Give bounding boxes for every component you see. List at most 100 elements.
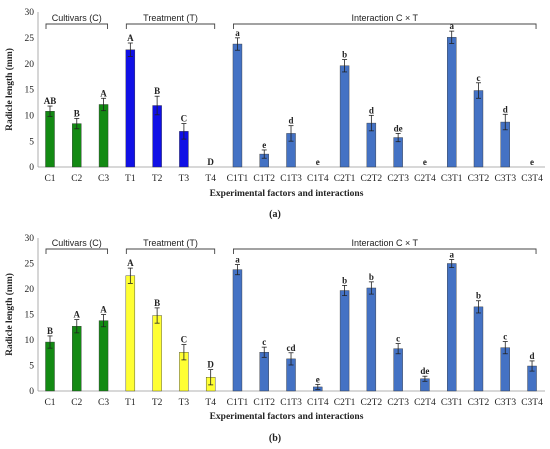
y-tick-label: 30 (25, 8, 35, 18)
x-tick-label: C2T3 (387, 174, 409, 184)
bar-c2t3 (393, 348, 403, 392)
x-tick-label: C1T2 (253, 398, 275, 408)
significance-letter: B (154, 298, 160, 308)
x-axis-title: Experimental factors and interactions (210, 189, 364, 199)
bar-c3 (98, 104, 109, 168)
group-bracket (45, 23, 109, 29)
bar-c2t1 (339, 65, 350, 168)
significance-letter: C (181, 114, 188, 124)
y-tick-label: 0 (29, 163, 34, 173)
x-tick-label: C1T1 (227, 174, 249, 184)
y-tick-label: 30 (25, 234, 35, 244)
x-tick-label: T3 (179, 398, 190, 408)
bar-c3t2 (473, 90, 484, 168)
significance-letter: b (342, 275, 347, 285)
x-tick-label: C2T4 (414, 174, 436, 184)
x-tick-label: C1T4 (307, 174, 329, 184)
significance-letter: d (503, 104, 508, 114)
bar-c2 (72, 123, 82, 168)
x-tick-label: T2 (152, 174, 163, 184)
bar-c2t1 (339, 290, 350, 392)
significance-letter: c (262, 337, 266, 347)
group-label: Cultivars (C) (52, 238, 102, 248)
significance-letter: C (181, 335, 188, 345)
significance-letter: c (396, 334, 400, 344)
bar-c2 (72, 326, 82, 392)
group-label: Treatment (T) (143, 238, 198, 248)
group-label: Cultivars (C) (52, 13, 102, 23)
significance-letter: A (100, 305, 107, 315)
significance-letter: A (127, 258, 134, 268)
panel-label: (a) (269, 209, 281, 220)
group-label: Interaction C × T (351, 13, 418, 23)
x-tick-label: T4 (205, 398, 216, 408)
x-tick-label: C3T4 (521, 174, 543, 184)
significance-letter: a (449, 249, 454, 259)
y-tick-label: 5 (29, 362, 34, 372)
y-tick-label: 20 (25, 60, 35, 70)
significance-letter: de (394, 123, 403, 133)
x-tick-label: T1 (125, 174, 136, 184)
y-tick-label: 15 (25, 86, 35, 96)
chart-panel-b: 0 5 10 15 20 25 30 Radicle length (mm) Cultivars… (4, 234, 545, 444)
x-tick-label: C2 (71, 174, 82, 184)
significance-letter: D (207, 157, 214, 167)
x-tick-label: C3T1 (441, 398, 463, 408)
chart-panel-a: 0 5 10 15 20 25 30 Radicle length (mm) Cultivars… (4, 8, 545, 220)
significance-letter: a (235, 28, 240, 38)
significance-letter: B (154, 86, 160, 96)
x-tick-label: C3 (98, 174, 109, 184)
significance-letter: d (530, 351, 535, 361)
x-tick-label: C1T2 (253, 174, 275, 184)
bar-c1t2 (259, 352, 269, 392)
significance-letter: de (420, 366, 429, 376)
significance-letter: e (530, 157, 534, 167)
significance-letter: a (449, 21, 454, 31)
x-tick-label: C1T1 (227, 398, 249, 408)
significance-letter: e (423, 157, 427, 167)
group-bracket (233, 23, 537, 29)
significance-letter: b (369, 272, 374, 282)
group-label: Interaction C × T (351, 238, 418, 248)
x-tick-label: C2T4 (414, 398, 436, 408)
significance-letter: B (47, 326, 53, 336)
x-tick-label: C2 (71, 398, 82, 408)
y-tick-label: 15 (25, 311, 35, 321)
x-tick-label: C2T2 (361, 174, 383, 184)
bar-t1 (125, 275, 136, 392)
x-axis-title: Experimental factors and interactions (210, 412, 364, 422)
bar-c3t2 (473, 306, 484, 392)
x-tick-label: C2T2 (361, 398, 383, 408)
x-tick-label: C2T1 (334, 398, 356, 408)
x-tick-label: C3 (98, 398, 109, 408)
bar-c3t1 (447, 263, 457, 392)
x-tick-label: C2T3 (387, 398, 409, 408)
y-tick-label: 5 (29, 137, 34, 147)
x-tick-label: C3T1 (441, 174, 463, 184)
x-tick-label: C1T3 (280, 398, 302, 408)
significance-letter: e (316, 157, 320, 167)
significance-letter: b (476, 291, 481, 301)
y-tick-label: 25 (25, 34, 35, 44)
y-tick-label: 25 (25, 260, 35, 270)
group-bracket (45, 248, 109, 254)
y-tick-label: 0 (29, 387, 34, 397)
group-bracket (233, 248, 537, 254)
significance-letter: b (342, 50, 347, 60)
panel-label: (b) (269, 433, 281, 444)
x-tick-label: T3 (179, 174, 190, 184)
significance-letter: c (476, 73, 480, 83)
y-tick-label: 20 (25, 285, 35, 295)
significance-letter: d (289, 116, 294, 126)
bar-c1 (45, 110, 55, 168)
x-tick-label: C3T2 (468, 398, 490, 408)
y-tick-label: 10 (25, 336, 35, 346)
significance-letter: a (235, 255, 240, 265)
significance-letter: AB (44, 96, 57, 106)
y-axis-title: Radicle length (mm) (4, 273, 15, 356)
significance-letter: e (316, 374, 320, 384)
x-tick-label: T1 (125, 398, 136, 408)
bar-c3t1 (447, 37, 457, 168)
significance-letter: A (74, 310, 81, 320)
significance-letter: D (207, 360, 214, 370)
